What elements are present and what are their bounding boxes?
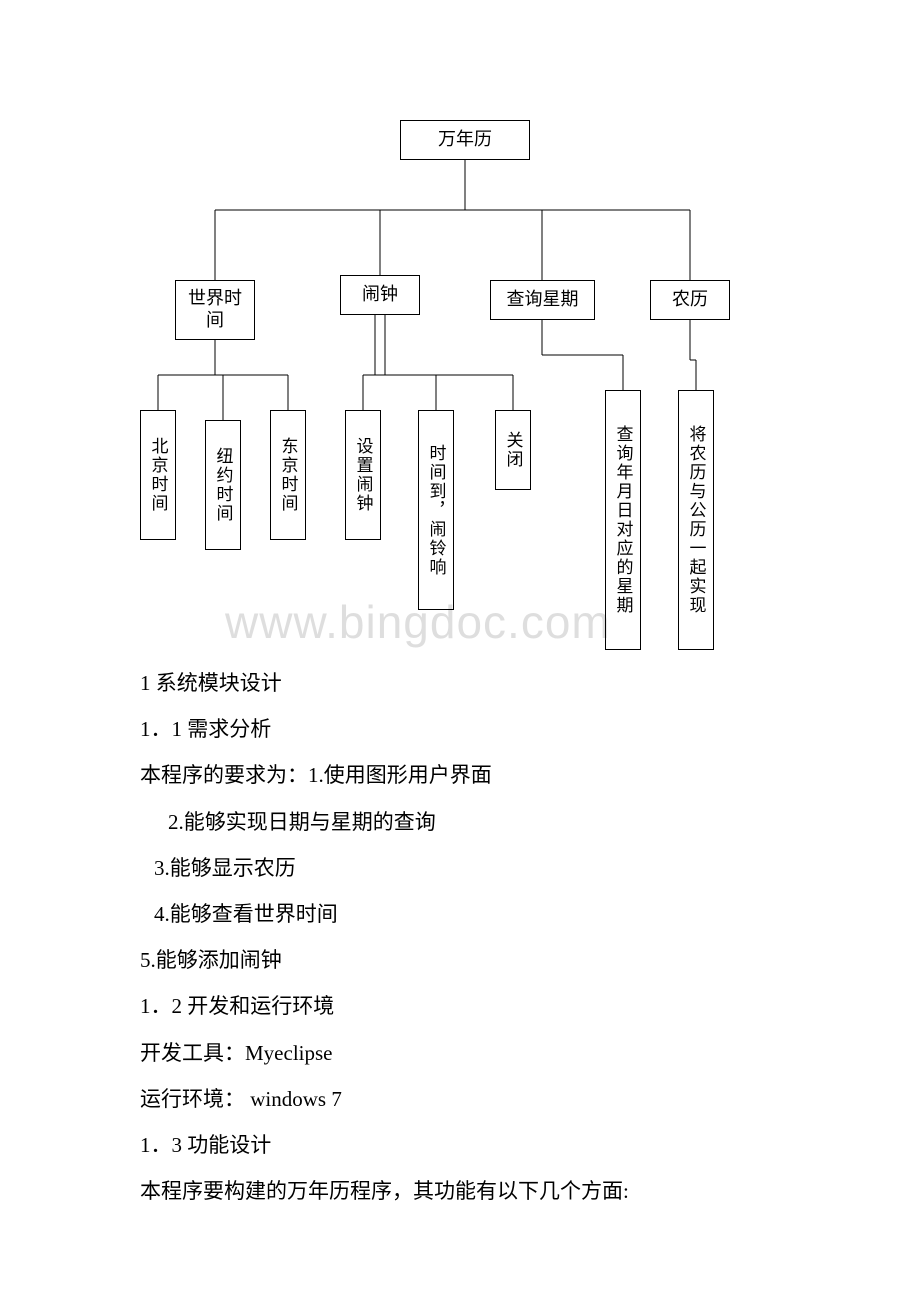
leaf-close: 关闭 xyxy=(495,410,531,490)
page: 万年历 世界时 间 闹钟 查询星期 农历 北京时间 纽约时间 东京时间 设置闹钟… xyxy=(0,0,920,1274)
leaf-query-date-week: 查询年月日对应的星期 xyxy=(605,390,641,650)
leaf-newyork-time: 纽约时间 xyxy=(205,420,241,550)
body-text: 1 系统模块设计 1．1 需求分析 本程序的要求为：1.使用图形用户界面 2.能… xyxy=(0,660,920,1274)
line-9: 开发工具：Myeclipse xyxy=(140,1030,780,1076)
line-10: 运行环境： windows 7 xyxy=(140,1076,780,1122)
line-3: 本程序的要求为：1.使用图形用户界面 xyxy=(140,752,780,798)
leaf-tokyo-time: 东京时间 xyxy=(270,410,306,540)
line-12: 本程序要构建的万年历程序，其功能有以下几个方面: xyxy=(140,1168,780,1214)
line-5: 3.能够显示农历 xyxy=(140,845,780,891)
line-7: 5.能够添加闹钟 xyxy=(140,937,780,983)
node-world-time: 世界时 间 xyxy=(175,280,255,340)
node-lunar: 农历 xyxy=(650,280,730,320)
node-alarm: 闹钟 xyxy=(340,275,420,315)
leaf-set-alarm: 设置闹钟 xyxy=(345,410,381,540)
leaf-lunar-solar: 将农历与公历一起实现 xyxy=(678,390,714,650)
node-query-week: 查询星期 xyxy=(490,280,595,320)
tree-diagram: 万年历 世界时 间 闹钟 查询星期 农历 北京时间 纽约时间 东京时间 设置闹钟… xyxy=(0,0,920,660)
leaf-beijing-time: 北京时间 xyxy=(140,410,176,540)
line-1: 1 系统模块设计 xyxy=(140,660,780,706)
line-2: 1．1 需求分析 xyxy=(140,706,780,752)
line-4: 2.能够实现日期与星期的查询 xyxy=(140,799,780,845)
leaf-alarm-ring: 时间到，闹铃响 xyxy=(418,410,454,610)
line-8: 1．2 开发和运行环境 xyxy=(140,983,780,1029)
node-root: 万年历 xyxy=(400,120,530,160)
line-6: 4.能够查看世界时间 xyxy=(140,891,780,937)
connector-lines xyxy=(0,0,920,660)
line-11: 1．3 功能设计 xyxy=(140,1122,780,1168)
